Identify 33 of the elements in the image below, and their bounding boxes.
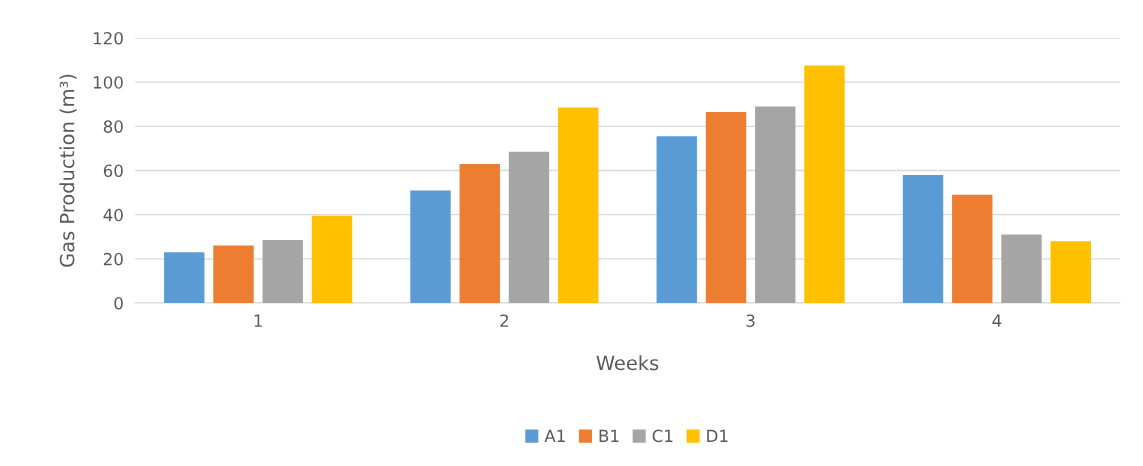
y-tick-label: 20 [103,252,123,266]
bar [164,252,205,303]
bar [1050,241,1091,303]
bar [459,163,500,303]
bar [656,136,697,303]
x-axis-title: Weeks [596,355,659,371]
y-tick-label: 60 [103,164,123,178]
x-tick-label: 1 [254,314,262,327]
bar [755,106,796,303]
bar [558,107,599,303]
bar [262,240,303,303]
bar [1001,234,1042,303]
bar [705,111,747,303]
y-tick-label: 100 [93,76,123,89]
x-tick-label: 4 [992,314,1002,327]
bar [804,65,845,303]
x-tick-label: 3 [746,314,755,328]
bar [508,151,550,303]
y-axis-title: Gas Production (m³) [59,74,77,267]
y-tick-label: 0 [114,296,123,310]
bar [410,190,451,303]
y-tick-label: 120 [93,31,123,45]
legend-label: A1 [544,429,565,442]
bar [311,215,353,303]
y-tick-label: 40 [103,208,123,222]
bar [213,245,254,303]
y-tick-label: 80 [103,120,123,133]
legend-label: D1 [707,429,728,442]
bar [952,194,993,303]
legend-label: C1 [652,429,673,443]
bar [902,174,944,303]
legend-label: B1 [599,429,619,442]
x-tick-label: 2 [500,314,509,327]
